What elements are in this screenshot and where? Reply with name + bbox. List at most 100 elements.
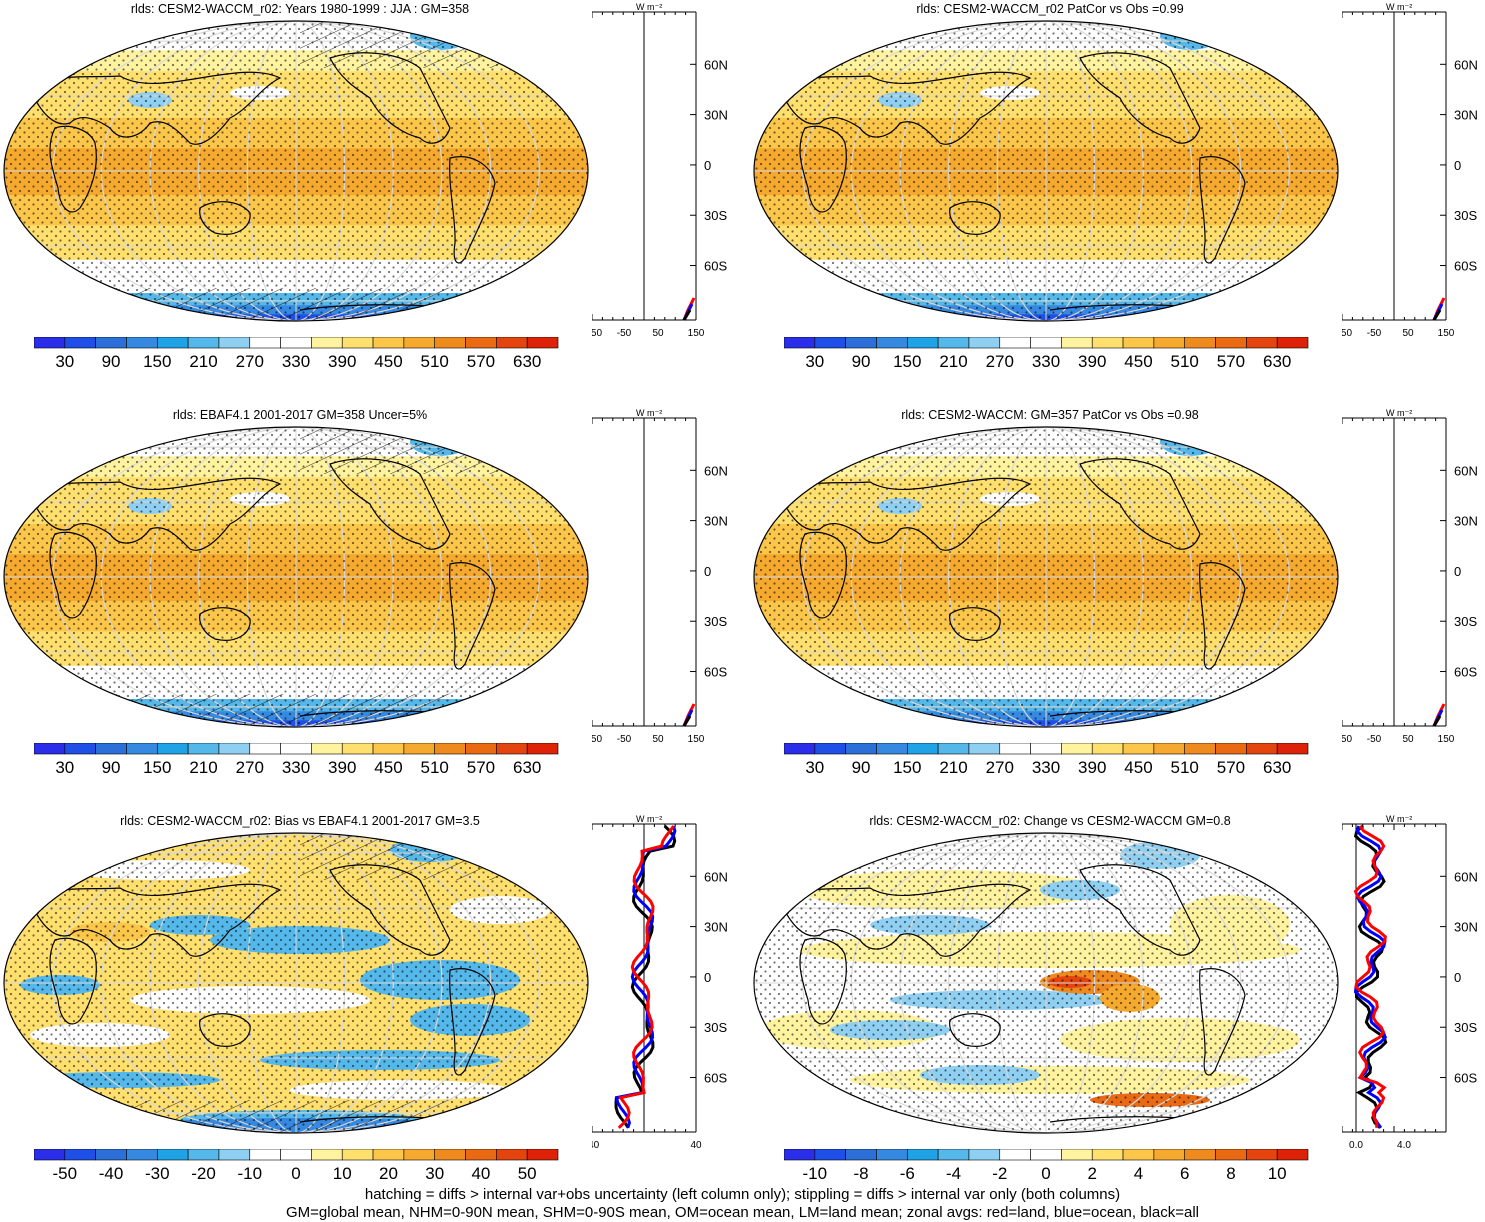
colorbar-swatch [1215,743,1247,755]
zonal-unit: W m⁻² [1386,408,1412,418]
zonal-curve-all [1432,715,1442,727]
colorbar-label: 390 [328,758,357,777]
colorbar-swatch [876,743,908,755]
colorbar-swatch [496,743,528,755]
zonal-tick-label: 50 [652,734,664,745]
colorbar-swatch [341,1149,374,1161]
colorbar-swatch [999,743,1031,755]
zonal-average-plot: 60N 30N 0 30S 60S W m⁻² 0.0 4.0 [1342,814,1478,1151]
colorbar-swatch [876,1149,908,1161]
colorbar-swatch [845,743,877,755]
colorbar-swatch [968,743,1001,755]
colorbar-label: 90 [851,352,871,371]
colorbar-swatch [937,337,970,349]
colorbar-label: 630 [1262,352,1292,371]
colorbar-label: 510 [420,352,449,371]
colorbar-swatch [403,337,436,349]
colorbar-swatch [311,743,343,755]
panel-title: rlds: CESM2-WACCM_r02: Bias vs EBAF4.1 2… [120,814,480,828]
colorbar-swatch [1122,743,1155,755]
colorbar-swatch [968,1149,1001,1161]
colorbar-swatch [249,337,281,349]
colorbar-swatch [249,1149,281,1161]
colorbar-labels: 30 90 150 210 270 330 390 450 510 570 630 [34,352,558,376]
lat-label: 30S [704,614,727,629]
colorbar-label: 570 [1216,352,1246,371]
colorbar-label: 210 [189,352,218,371]
map-panel: rlds: CESM2-WACCM: GM=357 PatCor vs Obs … [750,406,1485,812]
colorbar-swatch [1091,743,1124,755]
colorbar-label: 630 [512,758,542,777]
colorbar-label: 450 [374,352,403,371]
colorbar-swatch [496,1149,528,1161]
zonal-curve-all [682,309,692,321]
colorbar-label: 150 [893,352,922,371]
colorbar-swatch [814,743,846,755]
colorbar [784,337,1309,349]
lat-label: 60S [704,1071,727,1086]
colorbar-swatch [156,337,189,349]
lat-label: 30N [704,514,728,529]
colorbar-swatch [434,337,466,349]
colorbar-swatch [1030,743,1062,755]
colorbar-label: 4 [1133,1164,1144,1183]
colorbar-swatch [434,743,466,755]
colorbar-label: 10 [332,1164,352,1183]
zonal-curve-all [1432,309,1442,321]
zonal-unit: W m⁻² [636,814,662,824]
colorbar-label: 0 [1041,1164,1051,1183]
colorbar-swatch [1030,337,1062,349]
colorbar-swatch [465,743,497,755]
colorbar-swatch [906,337,939,349]
colorbar-label: 210 [939,758,968,777]
colorbar-swatch [784,337,816,349]
map-field [754,833,1338,1133]
colorbar-swatch [34,337,66,349]
colorbar-swatch [1153,1149,1186,1161]
colorbar-label: 8 [1226,1164,1236,1183]
colorbar-swatch [156,1149,189,1161]
colorbar-swatch [1246,743,1278,755]
lat-label: 0 [704,158,711,173]
colorbar-swatch [845,1149,877,1161]
world-map [3,20,589,322]
colorbar-swatch [187,337,220,349]
lat-label: 0 [1454,970,1461,985]
colorbar-swatch [1153,337,1186,349]
lat-label: 30S [1454,208,1477,223]
lat-label: 60S [1454,1071,1477,1086]
colorbar-label: 570 [1216,758,1246,777]
zonal-tick-label: 50 [652,328,664,339]
world-map [753,832,1339,1134]
zonal-average-plot: 60N 30N 0 30S 60S W m⁻² -150 -50 50 150 [1342,2,1478,339]
colorbar-swatch [526,1149,559,1161]
zonal-curve-all [682,715,692,727]
colorbar-swatch [784,743,816,755]
colorbar-label: 0 [291,1164,301,1183]
zonal-unit: W m⁻² [1386,2,1412,12]
lat-label: 60N [704,463,728,478]
colorbar-swatch [845,337,877,349]
colorbar-label: 30 [805,352,825,371]
colorbar-swatch [1276,337,1309,349]
colorbar-label: 150 [893,758,922,777]
colorbar-label: 30 [425,1164,445,1183]
zonal-tick-label: -150 [1342,328,1352,339]
colorbar-label: 6 [1179,1164,1190,1183]
colorbar-label: -2 [992,1164,1008,1183]
colorbar-label: 30 [805,758,825,777]
colorbar-label: 270 [235,352,264,371]
colorbar-swatch [34,1149,66,1161]
lat-label: 30N [1454,514,1478,529]
colorbar-swatch [937,743,970,755]
zonal-tick-label: -40 [592,1140,600,1151]
colorbar-swatch [218,337,251,349]
colorbar-label: 630 [512,352,542,371]
colorbar-swatch [1276,1149,1309,1161]
colorbar-swatch [249,743,281,755]
zonal-tick-label: 50 [1402,734,1414,745]
world-map [3,426,589,728]
zonal-tick-label: 50 [1402,328,1414,339]
zonal-unit: W m⁻² [636,408,662,418]
colorbar-label: 390 [328,352,357,371]
